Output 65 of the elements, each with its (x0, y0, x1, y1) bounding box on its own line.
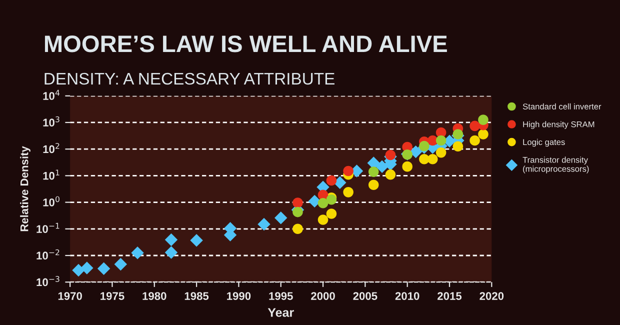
y-tick-label: 10$^{1}$ (43, 170, 60, 180)
point (131, 246, 144, 260)
point (452, 141, 464, 152)
legend-label: Standard cell inverter (522, 103, 602, 110)
legend-label: Transistor density (microprocessors) (522, 156, 589, 174)
x-tick-label: 2020 (480, 292, 504, 300)
y-tick-label: 10$^{−1}$ (36, 222, 60, 233)
x-tick-label: 1995 (269, 292, 293, 300)
point (427, 154, 438, 164)
point (402, 161, 412, 172)
point (308, 194, 321, 208)
x-tick-label: 2015 (438, 292, 462, 300)
y-tick-label: 10$^{4}$ (43, 90, 60, 100)
chart-subtitle: DENSITY: A NECESSARY ATTRIBUTE (44, 72, 334, 85)
y-tick-label: 10$^{0}$ (43, 196, 60, 206)
point (368, 166, 379, 177)
point (343, 187, 354, 198)
point (164, 246, 178, 259)
point (326, 208, 337, 219)
x-tick-label: 2005 (353, 292, 378, 300)
point (427, 135, 438, 146)
point (385, 169, 396, 180)
point (419, 140, 430, 152)
x-axis-title: Year (268, 308, 294, 317)
x-tick-label: 1990 (227, 292, 251, 300)
point (436, 147, 446, 158)
point (292, 206, 303, 218)
point (478, 114, 488, 125)
point (385, 150, 396, 160)
x-tick-label: 1970 (58, 292, 82, 300)
point (343, 166, 354, 176)
legend-label: Logic gates (523, 138, 565, 147)
point (114, 258, 128, 271)
point (436, 135, 446, 146)
point (368, 180, 379, 190)
y-tick-label: 10$^{−2}$ (36, 249, 60, 260)
point (292, 224, 303, 234)
point (318, 214, 328, 225)
legend-label: High density SRAM (523, 121, 594, 129)
chart-title: MOORE’S LAW IS WELL AND ALIVE (44, 36, 447, 52)
point (97, 262, 110, 276)
point (164, 233, 178, 246)
y-tick-label: 10$^{2}$ (43, 142, 60, 154)
point (470, 120, 480, 132)
point (478, 129, 488, 140)
point (470, 135, 480, 146)
y-axis-title: Relative Density (20, 146, 30, 232)
point (326, 175, 337, 186)
point (292, 198, 303, 208)
point (72, 264, 85, 277)
point (452, 129, 464, 140)
x-tick-label: 2000 (311, 292, 335, 300)
point (190, 234, 203, 247)
point (334, 176, 346, 189)
point (258, 218, 270, 231)
point (274, 211, 288, 224)
x-tick-label: 1975 (100, 292, 124, 300)
point (409, 145, 422, 158)
point (318, 198, 328, 208)
y-tick-label: 10$^{−3}$ (36, 276, 60, 286)
x-tick-label: 1985 (184, 292, 209, 300)
y-tick-label: 10$^{3}$ (43, 116, 60, 127)
x-tick-label: 1980 (142, 292, 166, 300)
point (80, 262, 94, 274)
x-tick-label: 2010 (395, 292, 420, 300)
